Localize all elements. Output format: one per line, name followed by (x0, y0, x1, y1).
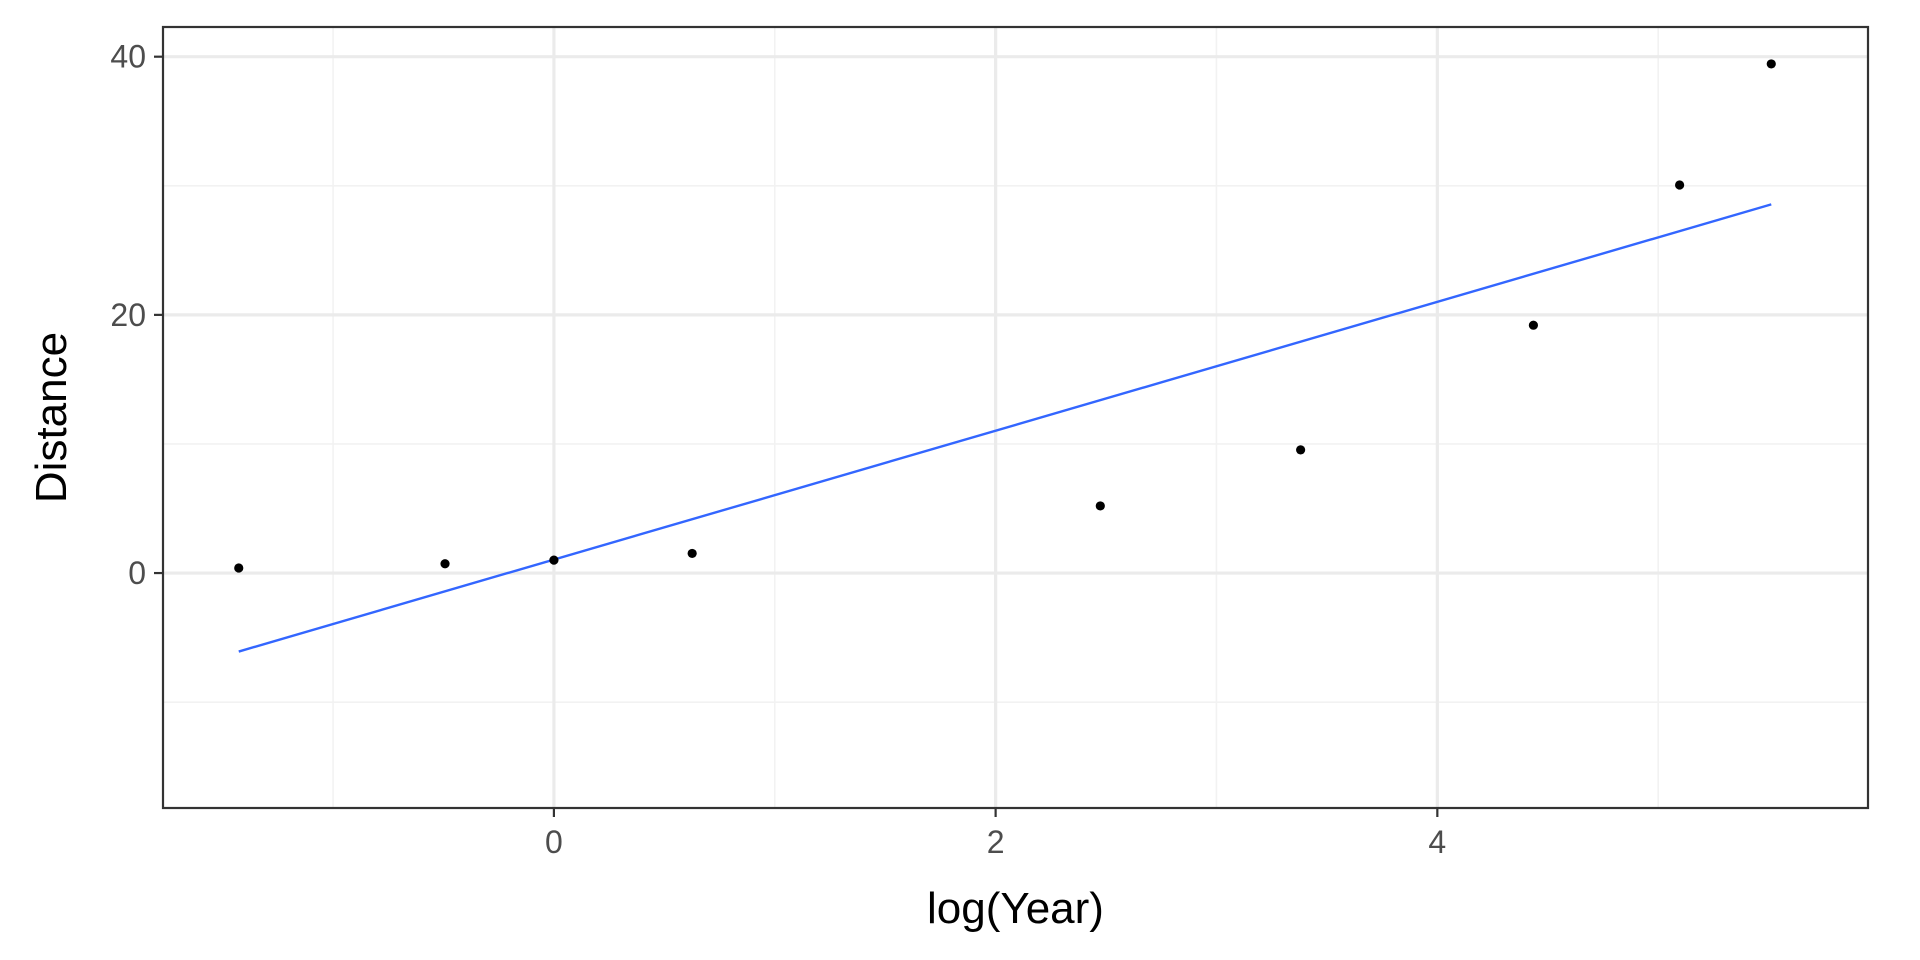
x-axis-title: log(Year) (927, 884, 1104, 933)
data-point (1296, 445, 1306, 455)
data-point (549, 555, 559, 565)
x-tick-label: 4 (1428, 824, 1446, 860)
fit-line-layer (238, 203, 1772, 653)
x-tick-label: 0 (545, 824, 563, 860)
y-axis-ticks: 0 20 40 (110, 39, 163, 591)
data-point (234, 563, 244, 573)
data-point (1675, 180, 1685, 190)
y-tick-label: 40 (110, 39, 146, 75)
y-axis-title: Distance (27, 332, 76, 503)
major-grid (163, 27, 1868, 808)
data-point (1766, 59, 1776, 69)
y-tick-label: 20 (110, 297, 146, 333)
panel-border (161, 25, 1870, 810)
fit-line (238, 203, 1772, 653)
data-point (1528, 320, 1539, 330)
data-point (687, 548, 697, 559)
y-tick-label: 0 (128, 555, 146, 591)
x-axis-ticks: 0 2 4 (545, 808, 1446, 860)
x-tick-label: 2 (987, 824, 1005, 860)
data-point (1095, 501, 1105, 511)
minor-grid (163, 27, 1868, 808)
points-layer (234, 59, 1776, 573)
data-point (440, 559, 450, 569)
